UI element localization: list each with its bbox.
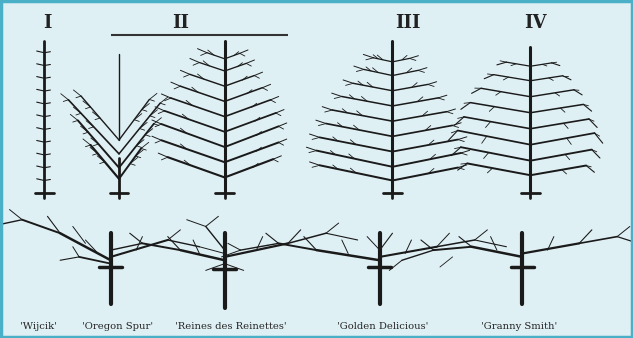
Text: IV: IV <box>523 14 546 31</box>
Text: 'Oregon Spur': 'Oregon Spur' <box>82 321 153 331</box>
Text: 'Wijcik': 'Wijcik' <box>20 321 56 331</box>
Text: 'Granny Smith': 'Granny Smith' <box>481 321 557 331</box>
Text: 'Reines des Reinettes': 'Reines des Reinettes' <box>175 321 287 331</box>
Text: III: III <box>396 14 421 31</box>
Text: 'Golden Delicious': 'Golden Delicious' <box>337 321 429 331</box>
Text: I: I <box>43 14 52 31</box>
Text: II: II <box>172 14 189 31</box>
